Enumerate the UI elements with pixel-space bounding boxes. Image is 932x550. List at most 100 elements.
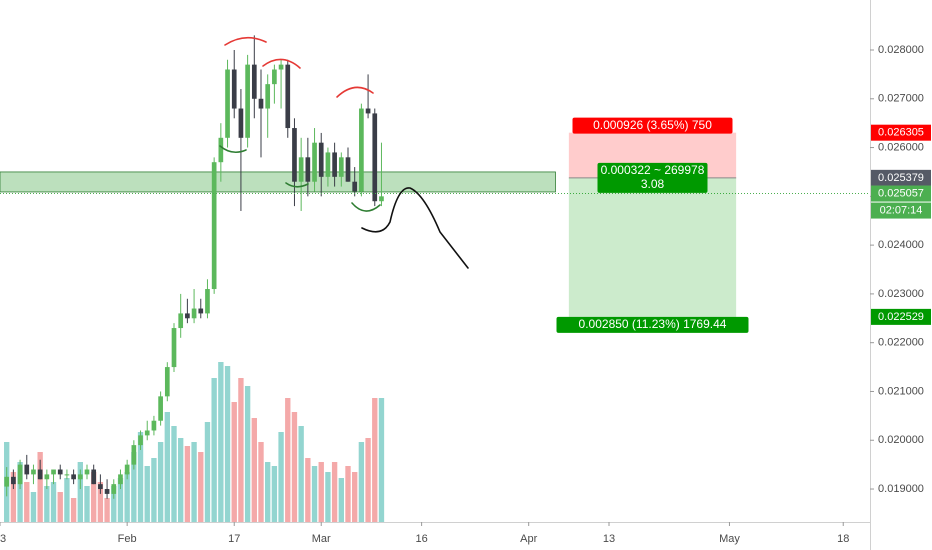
- candle-body: [272, 69, 277, 85]
- candle-body: [305, 157, 311, 182]
- price-tag: [871, 202, 931, 219]
- candle-body: [225, 69, 230, 138]
- candle-body: [138, 435, 143, 446]
- y-tick-label: 0.022000: [878, 337, 924, 349]
- target-label-box: [556, 316, 749, 333]
- candle-body: [77, 474, 83, 480]
- volume-bar: [24, 482, 30, 522]
- x-tick-label: 18: [837, 533, 849, 545]
- price-tag: [871, 185, 931, 202]
- candle-body: [151, 420, 157, 431]
- volume-bar: [251, 418, 257, 522]
- green-arc: [351, 202, 381, 212]
- candle-body: [332, 152, 337, 177]
- x-tick-label: 13: [603, 533, 615, 545]
- candle-body: [144, 430, 150, 436]
- volume-bar: [331, 462, 338, 522]
- volume-bar: [191, 442, 197, 522]
- candle-body: [131, 445, 137, 465]
- volume-bar: [352, 472, 358, 522]
- volume-bar: [285, 398, 291, 522]
- volume-bar: [238, 378, 244, 522]
- candle-body: [124, 464, 130, 475]
- candle-body: [71, 474, 76, 480]
- volume-bar: [372, 398, 378, 522]
- volume-bar: [151, 458, 157, 522]
- volume-bar: [231, 402, 237, 522]
- price-tag: [871, 169, 931, 186]
- volume-bar: [291, 412, 298, 522]
- candle-body: [64, 474, 70, 476]
- volume-bar: [50, 482, 57, 522]
- x-tick-label: 17: [228, 533, 240, 545]
- candle-body: [245, 64, 250, 138]
- volume-bar: [84, 486, 90, 522]
- x-tick-label: 16: [415, 533, 427, 545]
- volume-bar: [204, 422, 211, 522]
- red-arc: [262, 58, 301, 69]
- green-arc: [219, 145, 247, 154]
- price-tag: [871, 308, 931, 325]
- volume-bar: [164, 412, 170, 522]
- volume-bar: [97, 482, 104, 522]
- candle-body: [198, 308, 204, 314]
- candle-body: [31, 469, 36, 475]
- volume-bar: [157, 442, 164, 522]
- candle-body: [325, 152, 331, 177]
- x-tick-label: Mar: [312, 533, 331, 545]
- x-tick-label: Apr: [520, 533, 537, 545]
- candle-body: [285, 64, 291, 129]
- candle-body: [231, 69, 237, 109]
- candle-body: [298, 157, 304, 182]
- pen-stroke: [361, 187, 469, 269]
- volume-bar: [325, 472, 331, 522]
- volume-bar: [265, 462, 271, 522]
- price-tag-label: 0.026305: [878, 127, 924, 139]
- y-tick-label: 0.026000: [878, 141, 924, 153]
- candle-body: [258, 98, 264, 109]
- position-label: 0.000926 (3.65%) 750: [593, 118, 712, 132]
- candle-body: [91, 469, 97, 485]
- y-tick-label: 0.023000: [878, 288, 924, 300]
- y-tick-label: 0.021000: [878, 385, 924, 397]
- position-label: 0.002850 (11.23%) 1769.44: [579, 317, 727, 331]
- y-tick-label: 0.024000: [878, 239, 924, 251]
- volume-bar: [117, 478, 124, 522]
- candle-body: [37, 469, 43, 480]
- candle-body: [51, 469, 56, 475]
- price-tag-label: 02:07:14: [880, 204, 923, 216]
- candle-body: [164, 367, 170, 397]
- candle-body: [185, 313, 190, 319]
- drawings: [219, 36, 469, 269]
- volume-bar: [311, 466, 318, 522]
- candle-body: [318, 142, 324, 177]
- position-label: 3.08: [641, 177, 665, 191]
- stop-label-box: [572, 117, 733, 134]
- volume-bar: [131, 452, 137, 522]
- position-label: 0.000322 ~ 269978: [601, 163, 705, 177]
- support-zone: [0, 171, 556, 193]
- candle-body: [365, 108, 371, 114]
- candle-body: [251, 64, 257, 99]
- x-tick-label: Feb: [118, 533, 137, 545]
- candle-body: [292, 128, 297, 182]
- volume-bar: [178, 438, 184, 522]
- target-zone: [568, 177, 737, 317]
- candle-body: [338, 157, 344, 177]
- price-tag-label: 0.022529: [878, 311, 924, 323]
- y-tick-label: 0.028000: [878, 44, 924, 56]
- y-tick-label: 0.020000: [878, 434, 924, 446]
- volume-bar: [70, 498, 77, 522]
- candle-body: [205, 289, 210, 314]
- volume-bar: [305, 458, 311, 522]
- candle-body: [84, 469, 90, 475]
- price-tag: [871, 124, 931, 141]
- volume-bar: [91, 472, 97, 522]
- candle-body: [24, 464, 30, 475]
- candle-body: [312, 142, 317, 182]
- green-arc: [285, 182, 309, 188]
- candle-body: [359, 108, 364, 192]
- candle-body: [191, 308, 197, 319]
- candle-body: [345, 157, 351, 182]
- volume-bar: [144, 466, 150, 522]
